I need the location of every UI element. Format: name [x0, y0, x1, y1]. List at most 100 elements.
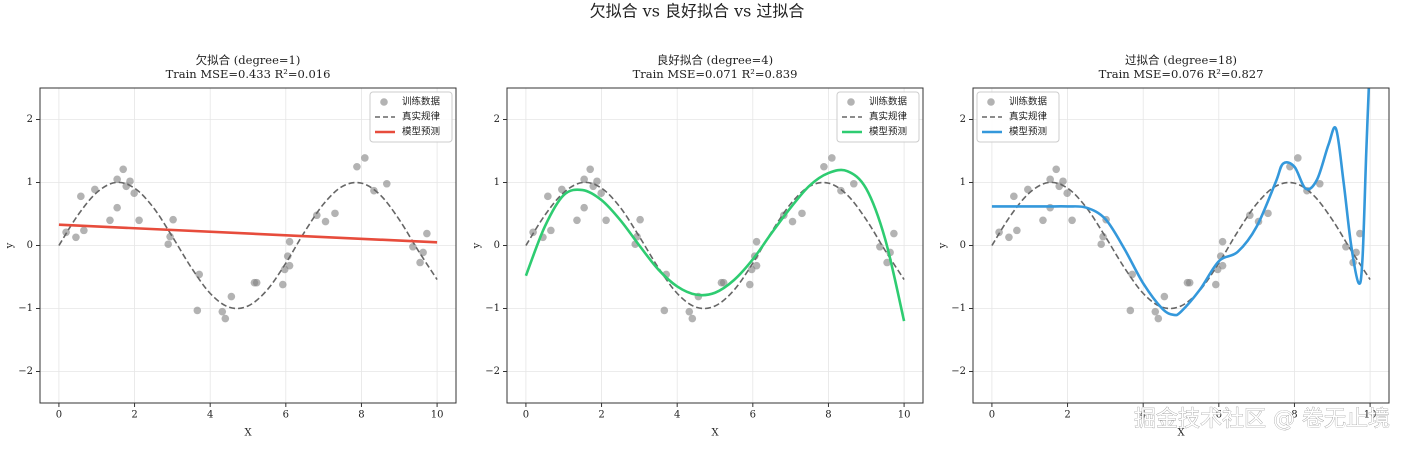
legend-label: 训练数据 — [1009, 96, 1048, 108]
data-point — [1356, 229, 1364, 238]
data-point — [130, 189, 138, 198]
watermark: 掘金技术社区 @ 卷无止境 — [1134, 407, 1390, 432]
x-tick-label: 2 — [1064, 410, 1070, 421]
legend-label: 模型预测 — [402, 126, 440, 138]
data-point — [1010, 192, 1018, 201]
data-point — [1218, 237, 1227, 246]
data-point — [719, 278, 728, 287]
data-point — [1211, 280, 1220, 289]
data-point — [1342, 242, 1350, 251]
data-point — [1013, 226, 1021, 235]
data-point — [636, 215, 644, 224]
data-point — [285, 237, 294, 246]
y-tick-label: 2 — [27, 114, 33, 125]
legend-label: 真实规律 — [402, 111, 441, 123]
data-point — [820, 162, 828, 171]
x-tick-label: 8 — [1291, 410, 1297, 421]
y-tick-label: 2 — [960, 114, 966, 125]
legend-marker — [847, 98, 855, 106]
x-tick-label: 10 — [1364, 410, 1377, 421]
chart-title: 过拟合 (degree=18) — [1125, 53, 1237, 67]
true-curve — [525, 181, 905, 310]
data-point — [126, 177, 134, 186]
y-tick-label: 1 — [960, 177, 966, 188]
data-point — [660, 306, 669, 315]
data-point — [252, 278, 261, 287]
x-tick-label: 10 — [898, 410, 911, 421]
true-curve — [58, 181, 438, 310]
x-axis-label: X — [244, 428, 252, 439]
model-curve — [58, 223, 438, 244]
data-point — [1154, 314, 1163, 323]
plot-area — [58, 154, 438, 323]
data-point — [106, 216, 114, 225]
data-point — [135, 216, 143, 225]
data-point — [597, 189, 605, 198]
data-point — [1068, 216, 1076, 225]
x-tick-label: 4 — [674, 410, 680, 421]
data-point — [113, 175, 121, 184]
y-axis-label: y — [938, 242, 949, 249]
y-tick-label: 1 — [27, 177, 33, 188]
axes-frame — [972, 87, 1390, 404]
data-point — [416, 258, 424, 267]
legend-box — [976, 91, 1060, 143]
data-point — [1039, 216, 1047, 225]
data-point — [580, 203, 588, 212]
data-point — [752, 261, 761, 270]
data-point — [890, 229, 898, 238]
y-tick-label: 0 — [960, 240, 966, 251]
data-point — [353, 162, 361, 171]
legend-label: 训练数据 — [869, 96, 908, 108]
x-tick-label: 4 — [207, 410, 213, 421]
data-point — [80, 226, 88, 235]
data-point — [195, 270, 204, 279]
data-point — [1160, 292, 1169, 301]
model-curve — [991, 88, 1371, 317]
x-tick-label: 0 — [523, 410, 529, 421]
legend-box — [836, 91, 920, 143]
data-point — [1063, 189, 1071, 198]
axes-frame — [506, 87, 924, 404]
data-point — [321, 217, 330, 226]
legend-label: 真实规律 — [869, 111, 908, 123]
y-tick-label: 2 — [494, 114, 500, 125]
data-point — [218, 307, 227, 316]
x-tick-label: 0 — [989, 410, 995, 421]
data-point — [883, 258, 891, 267]
data-point — [77, 192, 85, 201]
data-point — [382, 179, 391, 188]
axes-frame — [39, 87, 457, 404]
data-point — [837, 186, 845, 195]
data-point — [1024, 185, 1032, 194]
data-point — [828, 154, 836, 162]
data-point — [409, 242, 417, 251]
data-point — [1218, 261, 1227, 270]
chart-subtitle: Train MSE=0.071 R²=0.839 — [633, 67, 798, 81]
data-point — [419, 248, 427, 257]
data-point — [1005, 233, 1013, 242]
x-tick-label: 8 — [358, 410, 364, 421]
y-axis-label: y — [5, 242, 16, 249]
data-point — [1059, 177, 1067, 186]
data-point — [602, 216, 610, 225]
figure-title: 欠拟合 vs 良好拟合 vs 过拟合 — [590, 2, 805, 21]
legend-label: 模型预测 — [869, 126, 907, 138]
data-point — [798, 209, 806, 218]
data-point — [573, 216, 581, 225]
data-point — [788, 217, 797, 226]
data-point — [278, 280, 287, 289]
data-point — [193, 306, 202, 315]
legend-marker — [380, 98, 388, 106]
data-point — [586, 165, 594, 174]
x-tick-label: 8 — [825, 410, 831, 421]
data-point — [1315, 179, 1324, 188]
data-point — [62, 228, 70, 237]
data-point — [745, 280, 754, 289]
data-point — [580, 175, 588, 184]
legend-label: 模型预测 — [1009, 126, 1047, 138]
data-point — [1294, 154, 1302, 162]
data-point — [593, 177, 601, 186]
